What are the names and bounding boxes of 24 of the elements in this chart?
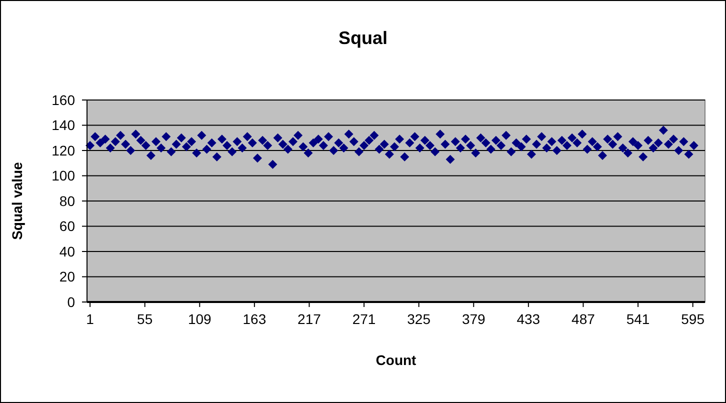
x-tick-label: 271 xyxy=(352,311,376,327)
y-tick-label: 140 xyxy=(52,117,76,134)
y-tick-label: 40 xyxy=(59,243,76,260)
y-tick-label: 0 xyxy=(67,294,76,310)
x-tick-label: 595 xyxy=(681,311,705,327)
chart-title: Squal xyxy=(338,28,388,48)
x-tick-label: 109 xyxy=(188,311,212,327)
y-tick-label: 100 xyxy=(52,168,76,184)
x-tick-label: 1 xyxy=(86,311,94,327)
y-tick-label: 60 xyxy=(59,218,76,234)
x-tick-label: 163 xyxy=(242,311,266,327)
x-tick-label: 541 xyxy=(626,311,650,327)
y-tick-label: 80 xyxy=(59,192,76,209)
y-tick-label: 20 xyxy=(59,268,76,285)
x-tick-label: 379 xyxy=(462,311,486,327)
x-tick-label: 487 xyxy=(572,311,596,327)
x-tick-label: 325 xyxy=(407,311,431,327)
x-tick-label: 217 xyxy=(298,311,322,327)
y-axis-title: Squal value xyxy=(9,162,25,240)
y-tick-label: 160 xyxy=(52,92,76,108)
y-tick-label: 120 xyxy=(52,142,76,158)
x-tick-label: 433 xyxy=(516,311,540,327)
x-tick-label: 55 xyxy=(137,311,153,327)
x-axis-title: Count xyxy=(376,352,417,368)
